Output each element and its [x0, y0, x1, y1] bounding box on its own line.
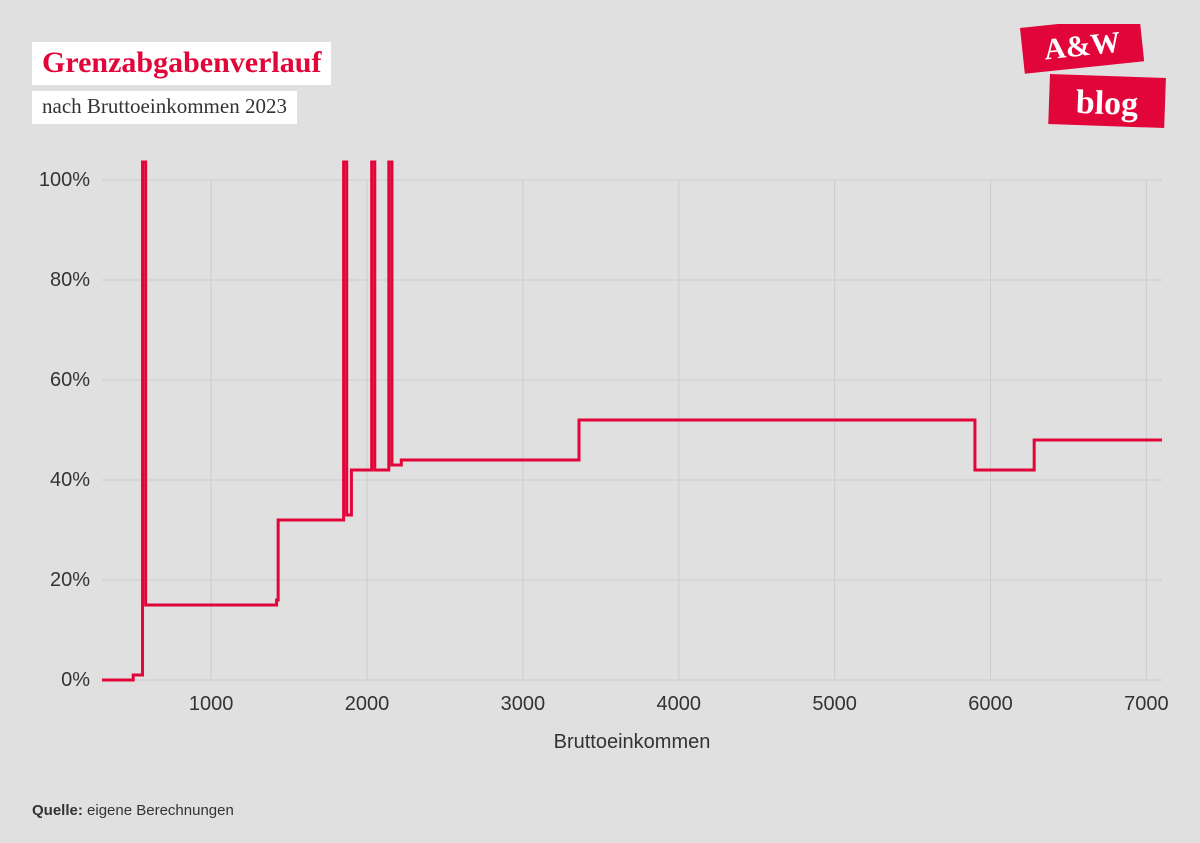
svg-text:20%: 20% — [50, 569, 90, 591]
source-label: Quelle: — [32, 802, 83, 819]
logo-bottom-text: blog — [1075, 84, 1139, 123]
svg-text:2000: 2000 — [345, 693, 390, 715]
chart-subtitle: nach Bruttoeinkommen 2023 — [32, 91, 297, 124]
svg-text:3000: 3000 — [501, 693, 546, 715]
svg-text:6000: 6000 — [968, 693, 1013, 715]
marginal-tax-chart: 0% 20% 40% 60% 80% 100% 1000 2000 3000 4000 5000 60… — [32, 160, 1172, 770]
svg-text:40%: 40% — [50, 469, 90, 491]
source-text: eigene Berechnungen — [87, 802, 234, 819]
y-axis: 0% 20% 40% 60% 80% 100% — [39, 169, 90, 691]
x-axis: 1000 2000 3000 4000 5000 6000 7000 — [189, 693, 1169, 715]
source-line: Quelle: eigene Berechnungen — [32, 802, 234, 819]
svg-text:0%: 0% — [61, 669, 90, 691]
aw-blog-logo: A&W blog — [1014, 24, 1172, 132]
series-line — [102, 162, 1162, 680]
svg-text:7000: 7000 — [1124, 693, 1169, 715]
svg-text:100%: 100% — [39, 169, 90, 191]
svg-text:1000: 1000 — [189, 693, 234, 715]
svg-text:4000: 4000 — [657, 693, 702, 715]
x-axis-label: Bruttoeinkommen — [554, 731, 711, 753]
svg-text:80%: 80% — [50, 269, 90, 291]
chart-title: Grenzabgabenverlauf — [32, 42, 331, 85]
svg-text:5000: 5000 — [812, 693, 857, 715]
svg-text:60%: 60% — [50, 369, 90, 391]
